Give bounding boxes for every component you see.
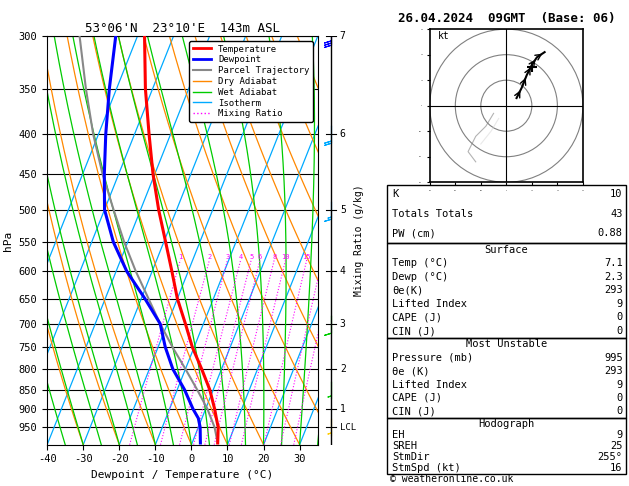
Text: LCL: LCL	[340, 423, 356, 432]
Text: θe(K): θe(K)	[392, 285, 423, 295]
Text: Temp (°C): Temp (°C)	[392, 258, 448, 268]
Text: 2: 2	[340, 364, 346, 374]
Text: 10: 10	[610, 190, 623, 199]
Text: 5: 5	[249, 254, 253, 260]
Text: CAPE (J): CAPE (J)	[392, 312, 442, 323]
Text: 0: 0	[616, 312, 623, 323]
Text: Most Unstable: Most Unstable	[465, 339, 547, 349]
Text: 15: 15	[303, 254, 311, 260]
Text: 7: 7	[340, 32, 346, 41]
Text: 2.3: 2.3	[604, 272, 623, 282]
Text: StmSpd (kt): StmSpd (kt)	[392, 463, 460, 473]
Text: K: K	[392, 190, 398, 199]
Text: © weatheronline.co.uk: © weatheronline.co.uk	[390, 473, 513, 484]
Text: 0.88: 0.88	[598, 228, 623, 238]
Text: CIN (J): CIN (J)	[392, 406, 436, 417]
Text: kt: kt	[437, 32, 449, 41]
Text: Lifted Index: Lifted Index	[392, 380, 467, 390]
Title: 53°06'N  23°10'E  143m ASL: 53°06'N 23°10'E 143m ASL	[85, 22, 280, 35]
Text: 1: 1	[340, 404, 346, 414]
Text: 3: 3	[340, 319, 346, 329]
Text: CAPE (J): CAPE (J)	[392, 393, 442, 403]
Text: 8: 8	[272, 254, 276, 260]
Text: 16: 16	[610, 463, 623, 473]
Text: 2: 2	[208, 254, 211, 260]
Text: 3: 3	[225, 254, 230, 260]
Text: 26.04.2024  09GMT  (Base: 06): 26.04.2024 09GMT (Base: 06)	[398, 12, 615, 25]
Text: Hodograph: Hodograph	[478, 418, 535, 429]
Text: 4: 4	[340, 266, 346, 277]
Text: CIN (J): CIN (J)	[392, 326, 436, 336]
Text: PW (cm): PW (cm)	[392, 228, 436, 238]
X-axis label: Dewpoint / Temperature (°C): Dewpoint / Temperature (°C)	[91, 470, 274, 480]
Text: 0: 0	[616, 393, 623, 403]
Text: Mixing Ratio (g/kg): Mixing Ratio (g/kg)	[353, 185, 364, 296]
Text: 25: 25	[610, 441, 623, 451]
Text: 6: 6	[258, 254, 262, 260]
Text: 6: 6	[340, 129, 346, 139]
Text: Lifted Index: Lifted Index	[392, 299, 467, 309]
Text: θe (K): θe (K)	[392, 366, 430, 376]
Text: 995: 995	[604, 353, 623, 363]
Text: EH: EH	[392, 430, 404, 440]
Text: 7.1: 7.1	[604, 258, 623, 268]
Text: 5: 5	[340, 205, 346, 215]
Text: 293: 293	[604, 285, 623, 295]
Text: 10: 10	[281, 254, 290, 260]
Text: StmDir: StmDir	[392, 452, 430, 462]
Text: 255°: 255°	[598, 452, 623, 462]
Text: 9: 9	[616, 380, 623, 390]
Text: 0: 0	[616, 326, 623, 336]
Legend: Temperature, Dewpoint, Parcel Trajectory, Dry Adiabat, Wet Adiabat, Isotherm, Mi: Temperature, Dewpoint, Parcel Trajectory…	[189, 41, 313, 122]
Text: SREH: SREH	[392, 441, 417, 451]
Text: Pressure (mb): Pressure (mb)	[392, 353, 473, 363]
Text: Surface: Surface	[484, 245, 528, 255]
Text: 9: 9	[616, 299, 623, 309]
Text: 9: 9	[616, 430, 623, 440]
Text: 1: 1	[178, 254, 182, 260]
Text: 293: 293	[604, 366, 623, 376]
Text: 4: 4	[238, 254, 243, 260]
Text: Totals Totals: Totals Totals	[392, 209, 473, 219]
Y-axis label: hPa: hPa	[3, 230, 13, 251]
Text: 43: 43	[610, 209, 623, 219]
Text: Dewp (°C): Dewp (°C)	[392, 272, 448, 282]
Text: 0: 0	[616, 406, 623, 417]
